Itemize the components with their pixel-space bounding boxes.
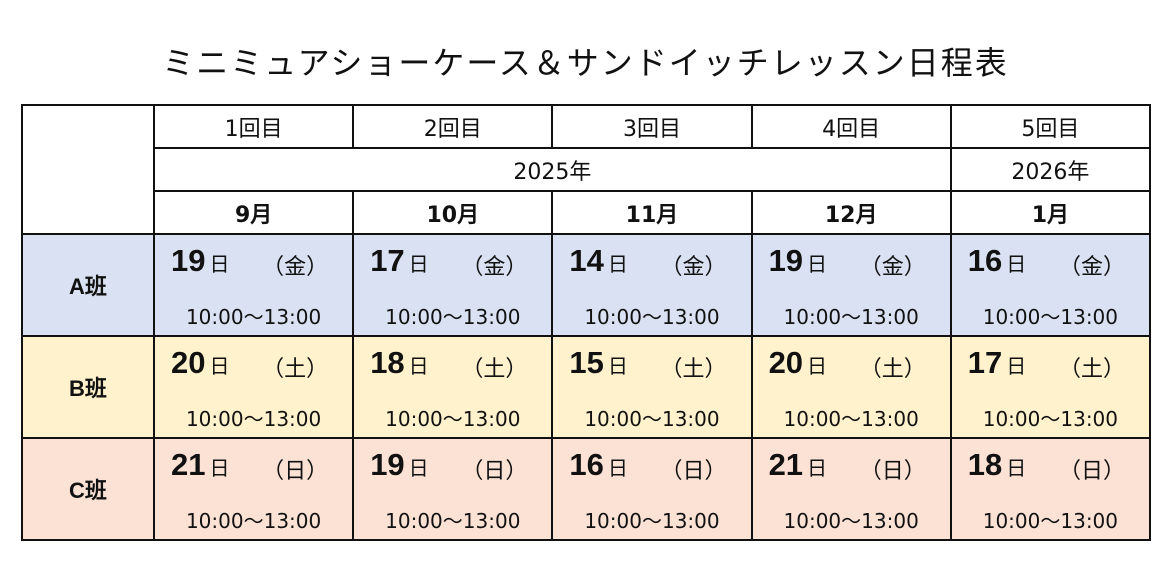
- day-number: 14: [569, 243, 604, 278]
- day-number: 16: [967, 243, 1003, 278]
- weekday: （土）: [859, 357, 926, 382]
- session-header: 4回目: [750, 104, 952, 149]
- month-header: 11月: [551, 190, 753, 235]
- time-range: 10:00〜13:00: [584, 305, 720, 329]
- schedule-cell: 18 日 （土） 10:00〜13:00: [352, 335, 554, 439]
- day-unit: 日: [209, 252, 230, 276]
- time-range: 10:00〜13:00: [185, 509, 322, 533]
- session-header: 2回目: [352, 104, 554, 149]
- day-unit: 日: [1006, 252, 1027, 276]
- weekday: （金）: [660, 255, 727, 280]
- session-header: 3回目: [551, 104, 753, 149]
- weekday: （土）: [262, 357, 329, 382]
- day-unit: 日: [1006, 354, 1027, 378]
- day-unit: 日: [1006, 456, 1027, 480]
- time-range: 10:00〜13:00: [982, 407, 1119, 431]
- day-number: 15: [569, 345, 604, 380]
- day-number: 19: [768, 243, 804, 278]
- schedule-cell: 20 日 （土） 10:00〜13:00: [152, 335, 355, 439]
- day-number: 20: [768, 345, 804, 380]
- page-title: ミニミュアショーケース＆サンドイッチレッスン日程表: [162, 44, 1009, 82]
- corner-cell: [21, 104, 155, 235]
- day-number: 19: [370, 447, 405, 482]
- day-number: 20: [171, 345, 206, 380]
- month-header: 1月: [949, 190, 1152, 235]
- day-unit: 日: [408, 252, 429, 276]
- day-number: 18: [967, 447, 1003, 482]
- time-range: 10:00〜13:00: [982, 305, 1119, 329]
- group-label: B班: [21, 335, 155, 439]
- schedule-cell: 21 日 （日） 10:00〜13:00: [750, 437, 952, 541]
- time-range: 10:00〜13:00: [385, 509, 521, 533]
- month-header: 10月: [352, 190, 554, 235]
- weekday: （日）: [859, 459, 926, 484]
- time-range: 10:00〜13:00: [385, 305, 521, 329]
- weekday: （土）: [1058, 357, 1125, 382]
- month-header: 9月: [152, 190, 355, 235]
- session-header: 1回目: [152, 104, 355, 149]
- weekday: （日）: [660, 459, 727, 484]
- day-number: 16: [569, 447, 604, 482]
- day-unit: 日: [209, 456, 230, 480]
- day-number: 17: [370, 243, 405, 278]
- day-unit: 日: [607, 354, 628, 378]
- time-range: 10:00〜13:00: [783, 509, 919, 533]
- weekday: （金）: [461, 255, 528, 280]
- time-range: 10:00〜13:00: [783, 305, 919, 329]
- weekday: （金）: [859, 255, 926, 280]
- time-range: 10:00〜13:00: [783, 407, 919, 431]
- time-range: 10:00〜13:00: [185, 305, 322, 329]
- schedule-cell: 14 日 （金） 10:00〜13:00: [551, 233, 753, 337]
- weekday: （土）: [660, 357, 727, 382]
- time-range: 10:00〜13:00: [185, 407, 322, 431]
- weekday: （日）: [262, 459, 329, 484]
- day-unit: 日: [209, 354, 230, 378]
- weekday: （土）: [461, 357, 528, 382]
- day-number: 21: [171, 447, 206, 482]
- schedule-cell: 19 日 （金） 10:00〜13:00: [152, 233, 355, 337]
- year-header: 2025年: [153, 147, 952, 192]
- day-unit: 日: [408, 456, 429, 480]
- schedule-cell: 16 日 （日） 10:00〜13:00: [551, 437, 753, 541]
- day-number: 18: [370, 345, 405, 380]
- day-unit: 日: [807, 252, 828, 276]
- schedule-cell: 18 日 （日） 10:00〜13:00: [949, 437, 1152, 541]
- day-number: 19: [171, 243, 206, 278]
- weekday: （日）: [1058, 459, 1125, 484]
- time-range: 10:00〜13:00: [584, 407, 720, 431]
- group-row-b: B班 20 日 （土） 10:00〜13:00 18 日 （土） 10:00〜13:…: [21, 335, 1152, 439]
- day-number: 21: [768, 447, 804, 482]
- time-range: 10:00〜13:00: [982, 509, 1119, 533]
- day-unit: 日: [607, 252, 628, 276]
- year-header: 2026年: [949, 147, 1152, 192]
- day-unit: 日: [807, 354, 828, 378]
- month-header: 12月: [750, 190, 952, 235]
- group-label: C班: [21, 437, 155, 541]
- day-number: 17: [967, 345, 1003, 380]
- session-header: 5回目: [949, 104, 1152, 149]
- weekday: （金）: [262, 255, 329, 280]
- group-row-a: A班 19 日 （金） 10:00〜13:00 17 日 （金） 10:00〜13:…: [21, 233, 1152, 337]
- weekday: （日）: [461, 459, 528, 484]
- schedule-cell: 17 日 （土） 10:00〜13:00: [949, 335, 1152, 439]
- group-label: A班: [21, 233, 155, 337]
- schedule-table: 1回目 2回目 3回目 4回目 5回目 2025年 2026年 9月 10月 1…: [21, 104, 1152, 541]
- day-unit: 日: [408, 354, 429, 378]
- schedule-cell: 17 日 （金） 10:00〜13:00: [352, 233, 554, 337]
- group-row-c: C班 21 日 （日） 10:00〜13:00 19 日 （日） 10:00〜13:…: [21, 437, 1152, 541]
- day-unit: 日: [807, 456, 828, 480]
- schedule-cell: 20 日 （土） 10:00〜13:00: [750, 335, 952, 439]
- time-range: 10:00〜13:00: [584, 509, 720, 533]
- schedule-cell: 19 日 （金） 10:00〜13:00: [750, 233, 952, 337]
- day-unit: 日: [607, 456, 628, 480]
- weekday: （金）: [1058, 255, 1125, 280]
- time-range: 10:00〜13:00: [385, 407, 521, 431]
- schedule-cell: 21 日 （日） 10:00〜13:00: [152, 437, 355, 541]
- schedule-cell: 19 日 （日） 10:00〜13:00: [352, 437, 554, 541]
- schedule-cell: 15 日 （土） 10:00〜13:00: [551, 335, 753, 439]
- schedule-cell: 16 日 （金） 10:00〜13:00: [949, 233, 1152, 337]
